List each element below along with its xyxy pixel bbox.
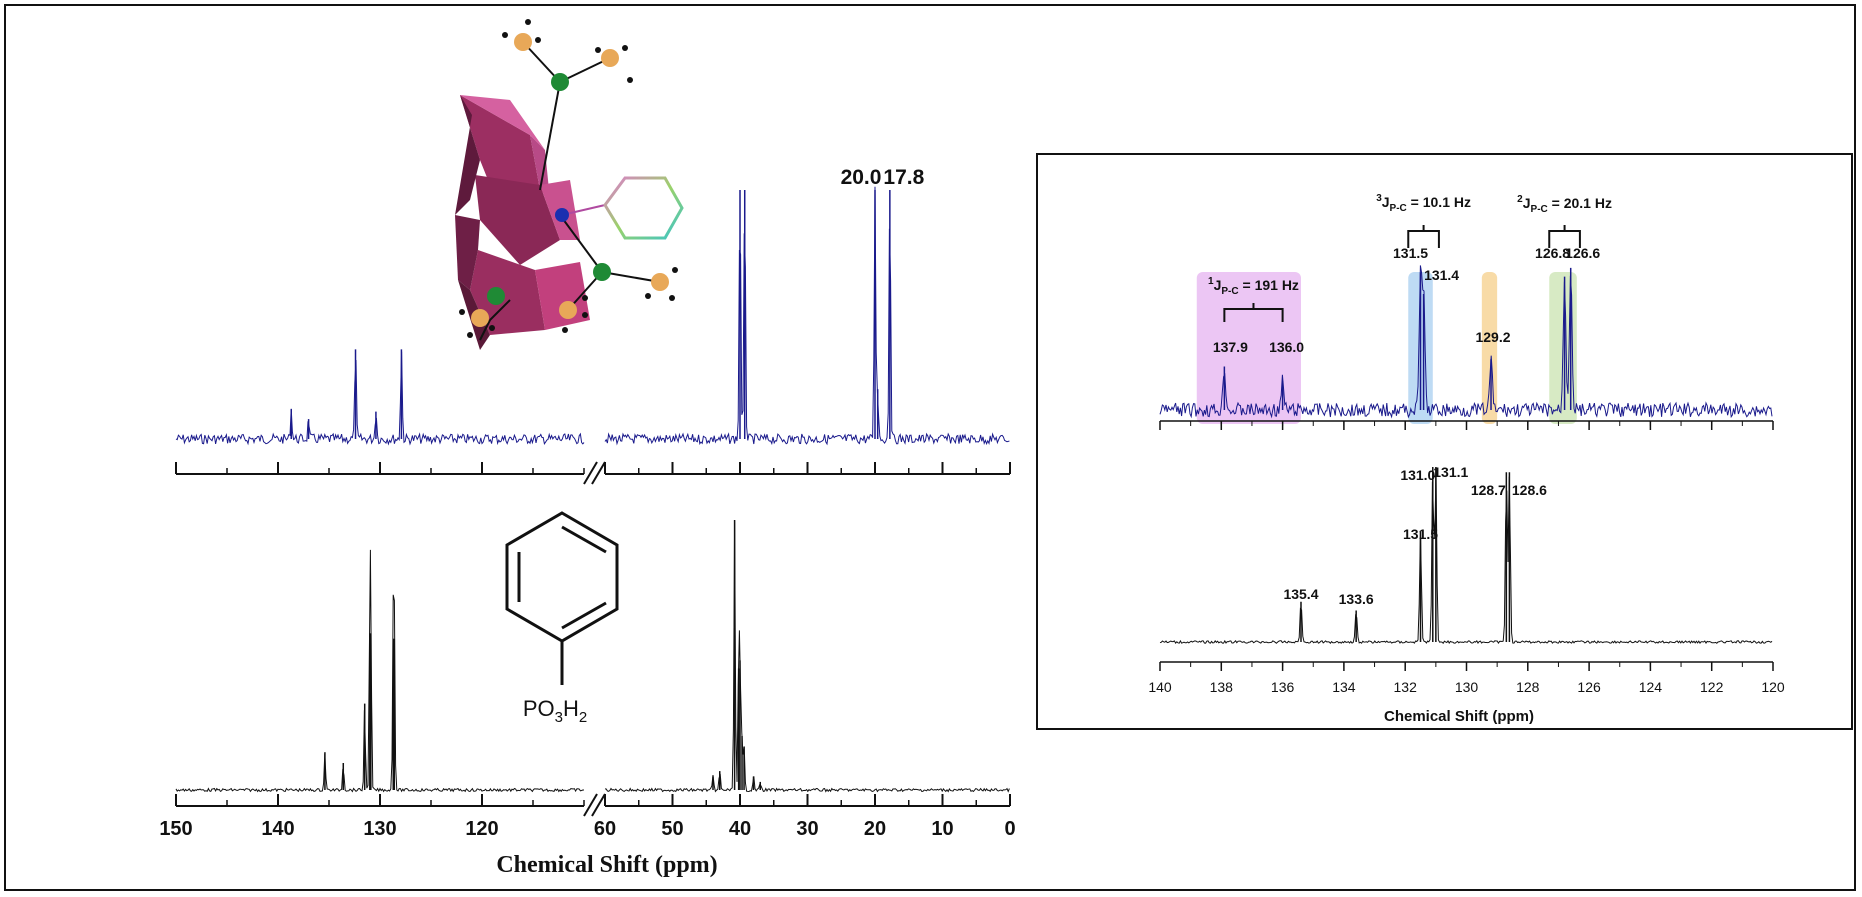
axis-tick-label: 150 [159, 818, 192, 840]
axis-tick-label: 120 [465, 818, 498, 840]
inset-bottom-peak-label: 135.4 [1283, 586, 1318, 602]
coupling-label: 2JP-C = 20.1 Hz [1517, 194, 1612, 215]
inset-tick-label: 130 [1455, 679, 1479, 695]
inset-frame [1036, 153, 1853, 730]
top-spectrum [175, 186, 1010, 446]
inset-tick-label: 138 [1210, 679, 1234, 695]
inset-tick-label: 132 [1394, 679, 1418, 695]
inset-top-peak-label: 126.8 [1535, 245, 1570, 261]
top-peak-label: 20.0 [841, 166, 882, 189]
inset-top-spectrum [1159, 265, 1773, 419]
inset-bottom-peak-label: 131.0 [1400, 467, 1435, 483]
inset-highlight-band [1481, 272, 1498, 424]
main-axes: 150 140 130 120 60 50 40 30 20 10 0 [159, 461, 1016, 840]
inset-top-peak-label: 126.6 [1565, 245, 1600, 261]
main-spectra-plot: 150 140 130 120 60 50 40 30 20 10 0 20.0 17.8 Chemi… [159, 166, 1015, 878]
axis-break-mark [591, 461, 606, 485]
inset-tick-label: 120 [1761, 679, 1785, 695]
top-spectrum-trace-right [604, 186, 1010, 446]
inset-tick-label: 140 [1148, 679, 1172, 695]
bottom-spectrum-trace-right [604, 521, 1010, 793]
axis-tick-label: 10 [931, 818, 953, 840]
inset-tick-label: 122 [1700, 679, 1724, 695]
axis-tick-label: 30 [796, 818, 818, 840]
inset-axes: 140 138 136 134 132 130 128 126 124 122 120 [1148, 420, 1785, 695]
figure-frame [4, 4, 1856, 891]
coupling-label: 1JP-C = 191 Hz [1208, 276, 1299, 297]
inset-top-peak-label: 137.9 [1213, 339, 1248, 355]
inset-tick-label: 128 [1516, 679, 1540, 695]
inset-x-axis-title: Chemical Shift (ppm) [1384, 708, 1534, 725]
main-x-axis-title: Chemical Shift (ppm) [496, 852, 717, 878]
axis-break-mark [583, 793, 598, 817]
axis-tick-label: 60 [594, 818, 616, 840]
inset-bottom-spectrum [1159, 467, 1773, 645]
top-spectrum-trace-left [175, 351, 585, 446]
inset-bottom-trace [1159, 468, 1773, 645]
inset-tick-label: 136 [1271, 679, 1295, 695]
inset-panel: 140 138 136 134 132 130 128 126 124 122 120 137.9 1… [1036, 153, 1853, 730]
inset-top-trace [1159, 265, 1773, 419]
inset-bottom-peak-label: 131.1 [1433, 464, 1468, 480]
phenylphosphonic-acid-structure: PO3H2 [505, 511, 619, 726]
axis-tick-label: 50 [661, 818, 683, 840]
bottom-spectrum-trace-left [175, 549, 584, 793]
inset-bottom-peak-label: 128.6 [1512, 482, 1547, 498]
axis-tick-label: 40 [729, 818, 751, 840]
coupling-bracket [1548, 225, 1581, 248]
inset-coupling-annotations: 1JP-C = 191 Hz 3JP-C = 10.1 Hz 2JP-C = 20.… [1208, 193, 1612, 322]
inset-top-peak-label: 129.2 [1475, 329, 1510, 345]
inset-top-peak-label: 131.4 [1424, 267, 1459, 283]
axis-tick-label: 130 [363, 818, 396, 840]
coupling-bracket [1407, 225, 1440, 248]
axis-break-mark [583, 461, 598, 485]
coupling-label: 3JP-C = 10.1 Hz [1376, 193, 1471, 214]
inset-bottom-peak-label: 133.6 [1339, 591, 1374, 607]
inset-tick-label: 126 [1577, 679, 1601, 695]
axis-tick-label: 140 [261, 818, 294, 840]
inset-bottom-peak-label: 131.5 [1403, 526, 1438, 542]
top-peak-label: 17.8 [883, 166, 924, 189]
axis-tick-label: 0 [1004, 818, 1015, 840]
axis-break-mark [591, 793, 606, 817]
inset-top-peak-label: 131.5 [1393, 245, 1428, 261]
main-peak-labels: 20.0 17.8 [841, 166, 925, 189]
inset-tick-label: 124 [1639, 679, 1663, 695]
po3h2-label: PO3H2 [523, 696, 587, 726]
axis-tick-label: 20 [864, 818, 886, 840]
inset-top-peak-label: 136.0 [1269, 339, 1304, 355]
polyoxometalate-cluster-illustration [455, 19, 684, 350]
coupling-bracket [1223, 303, 1284, 322]
inset-bottom-peak-label: 128.7 [1471, 482, 1506, 498]
bottom-spectrum [175, 520, 1010, 793]
inset-tick-label: 134 [1332, 679, 1356, 695]
